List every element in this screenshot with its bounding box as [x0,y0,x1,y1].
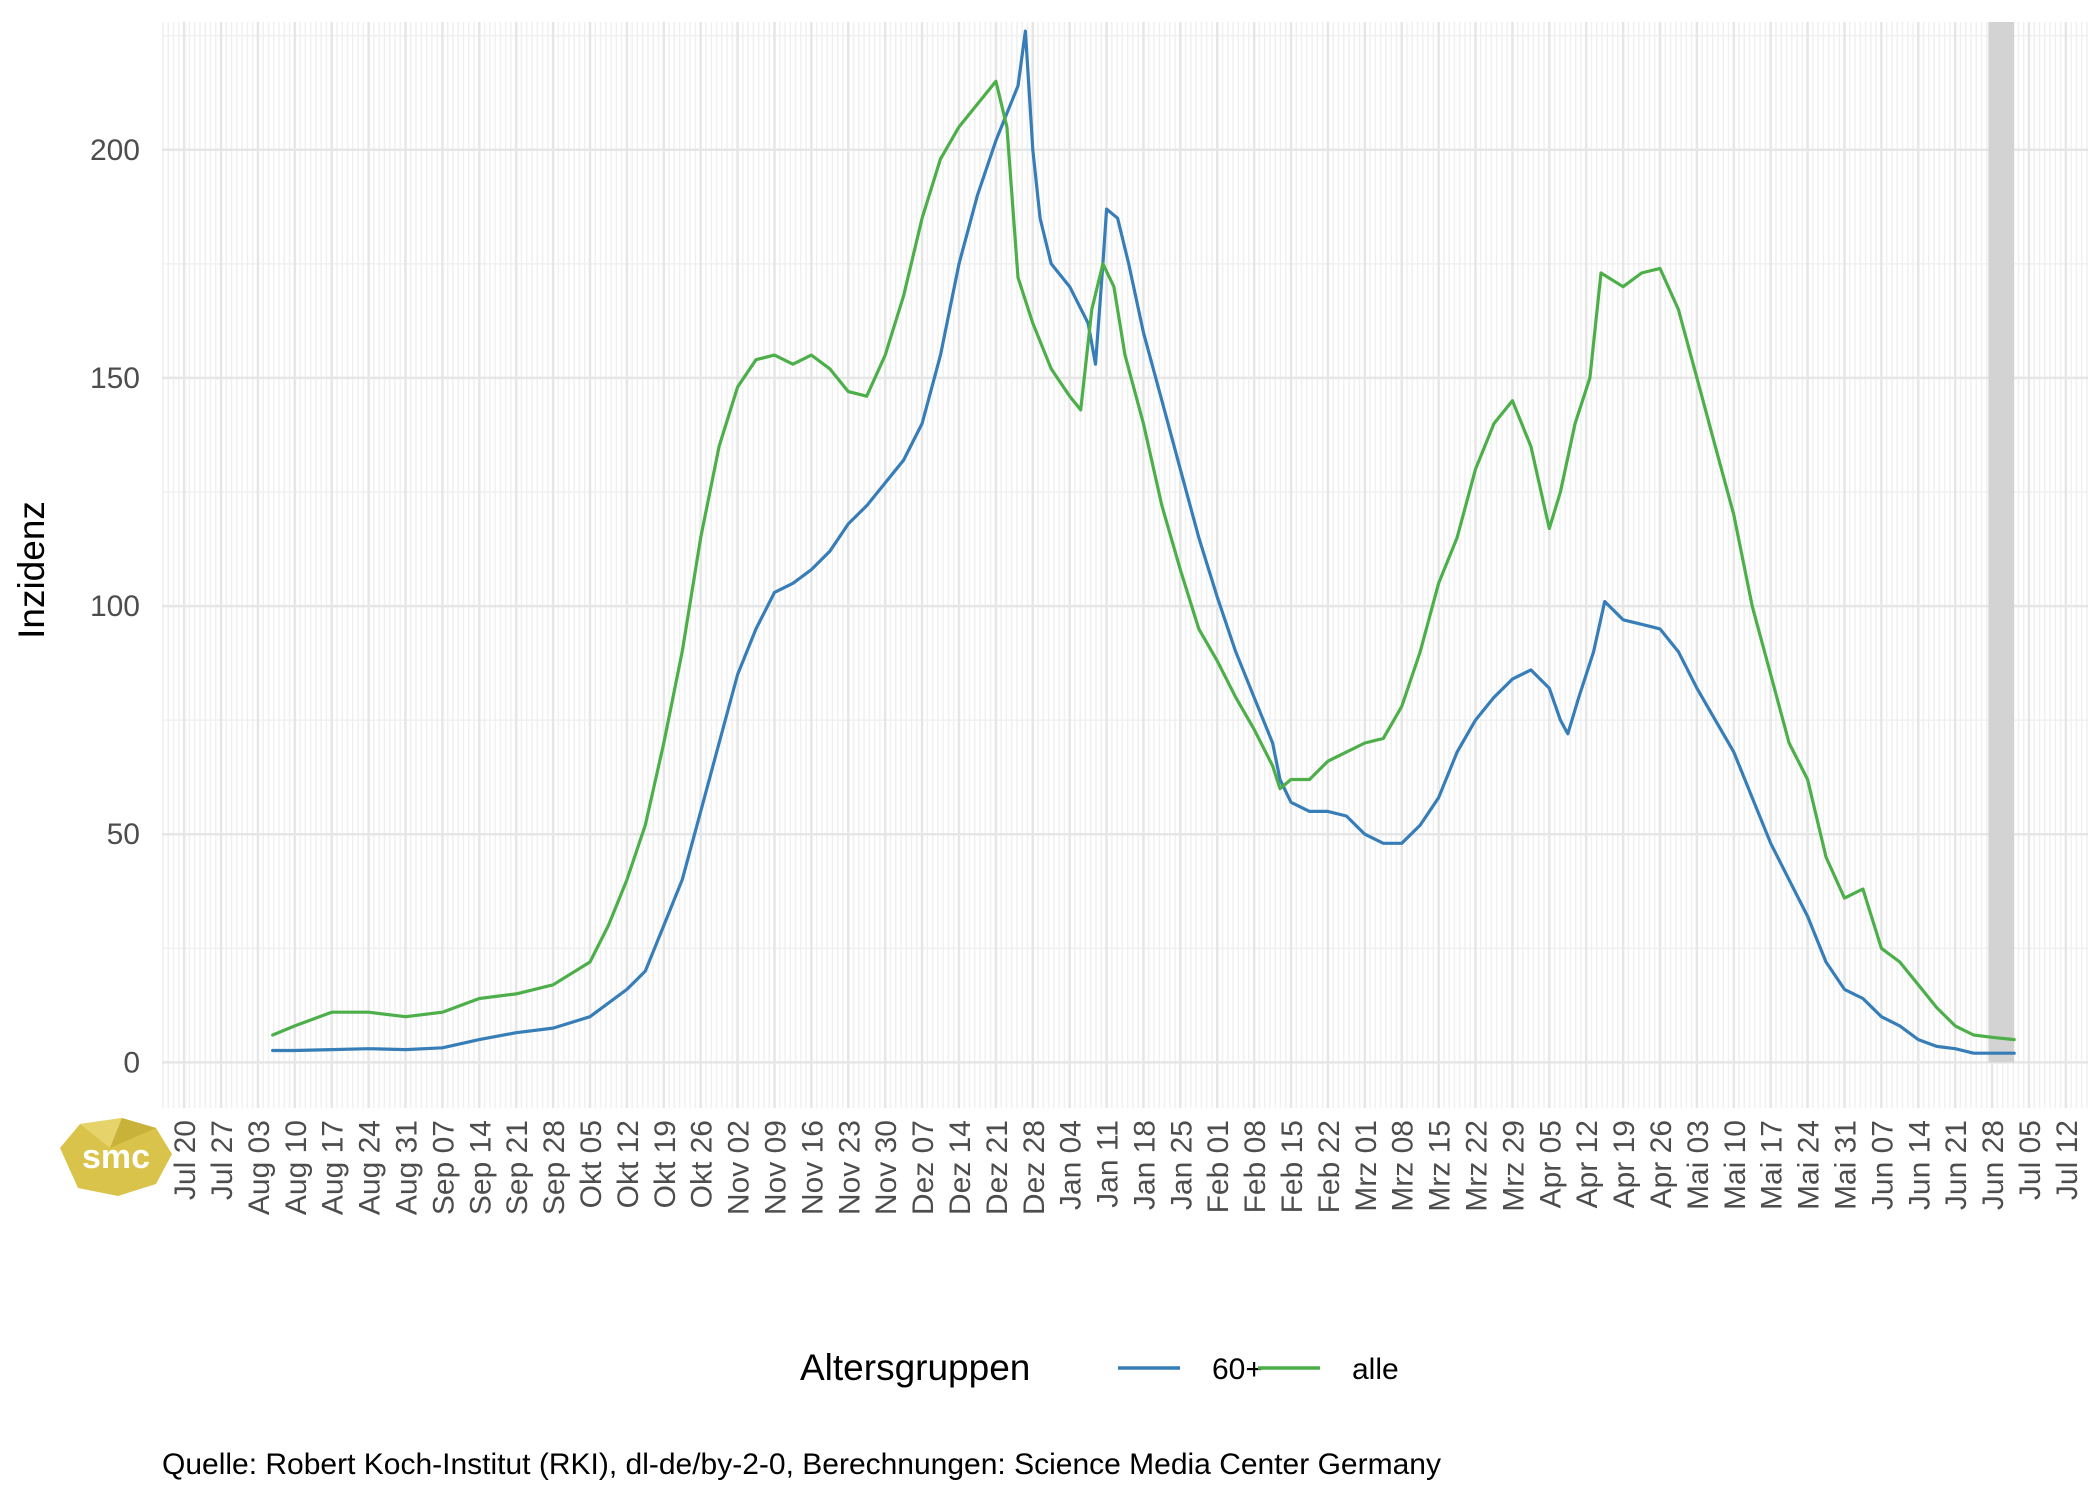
x-tick-label: Jan 11 [1092,1120,1125,1208]
x-tick-label: Mrz 01 [1350,1120,1383,1212]
legend-label: alle [1352,1353,1399,1386]
x-tick-label: Jun 07 [1866,1120,1899,1210]
major-grid [162,22,2088,1108]
x-tick-label: Okt 19 [649,1120,682,1208]
series-layer [271,29,2016,1055]
y-axis-ticks: 0 50 100 150 200 [90,134,140,1080]
x-tick-label: Sep 28 [538,1120,571,1215]
smc-logo: smc [60,1118,172,1196]
x-tick-label: Sep 21 [501,1120,534,1215]
x-tick-label: Jan 25 [1165,1120,1198,1210]
legend-title: Altersgruppen [800,1347,1030,1388]
x-tick-label: Aug 31 [391,1120,424,1215]
x-tick-label: Nov 02 [723,1120,756,1215]
x-tick-label: Mrz 22 [1461,1120,1494,1212]
minor-grid [162,22,2088,1108]
y-tick-label: 100 [90,590,140,623]
x-tick-label: Dez 07 [907,1120,940,1215]
x-tick-label: Jan 04 [1055,1120,1088,1210]
x-tick-label: Jun 28 [1977,1120,2010,1210]
x-tick-label: Jul 12 [2051,1120,2084,1200]
x-tick-label: Feb 01 [1202,1120,1235,1213]
x-tick-label: Mai 24 [1793,1120,1826,1210]
legend-label: 60+ [1212,1353,1263,1386]
highlight-band [1988,22,2015,1063]
x-tick-label: Feb 08 [1239,1120,1272,1213]
x-tick-label: Jul 27 [206,1120,239,1200]
x-tick-label: Jul 05 [2014,1120,2047,1200]
x-tick-label: Apr 05 [1534,1120,1567,1208]
x-tick-label: Mai 03 [1682,1120,1715,1210]
x-axis-ticks: Jul 20 Jul 27 Aug 03 Aug 10 Aug 17 Aug 24 Aug … [169,1120,2084,1215]
x-tick-label: Okt 26 [686,1120,719,1208]
caption: Quelle: Robert Koch-Institut (RKI), dl-d… [162,1448,1441,1481]
y-tick-label: 150 [90,362,140,395]
x-tick-label: Dez 14 [944,1120,977,1215]
series-line-sixty-plus [271,29,2016,1055]
x-tick-label: Jan 18 [1128,1120,1161,1210]
x-tick-label: Mrz 15 [1424,1120,1457,1212]
x-tick-label: Okt 12 [612,1120,645,1208]
y-tick-label: 200 [90,134,140,167]
y-tick-label: 0 [123,1046,140,1079]
x-tick-label: Mai 31 [1829,1120,1862,1210]
x-tick-label: Apr 19 [1608,1120,1641,1208]
x-tick-label: Mai 10 [1719,1120,1752,1210]
x-tick-label: Dez 21 [981,1120,1014,1215]
x-tick-label: Nov 23 [833,1120,866,1215]
y-tick-label: 50 [107,818,140,851]
x-tick-label: Apr 26 [1645,1120,1678,1208]
logo-text: smc [82,1138,150,1176]
x-tick-label: Sep 07 [427,1120,460,1215]
x-tick-label: Nov 30 [870,1120,903,1215]
x-tick-label: Nov 09 [759,1120,792,1215]
x-tick-label: Dez 28 [1018,1120,1051,1215]
x-tick-label: Apr 12 [1571,1120,1604,1208]
x-tick-label: Okt 05 [575,1120,608,1208]
x-tick-label: Jun 14 [1903,1120,1936,1210]
x-tick-label: Mai 17 [1756,1120,1789,1210]
x-tick-label: Jun 21 [1940,1120,1973,1210]
legend: Altersgruppen 60+ alle [800,1347,1399,1388]
series-line-alle [271,79,2016,1042]
legend-items: 60+ alle [1118,1353,1399,1386]
x-tick-label: Aug 17 [317,1120,350,1215]
x-tick-label: Feb 15 [1276,1120,1309,1213]
x-tick-label: Mrz 08 [1387,1120,1420,1212]
x-tick-label: Feb 22 [1313,1120,1346,1213]
x-tick-label: Nov 16 [796,1120,829,1215]
y-axis-title: Inzidenz [11,501,52,639]
x-tick-label: Sep 14 [464,1120,497,1215]
x-tick-label: Aug 24 [354,1120,387,1215]
x-tick-label: Aug 03 [243,1120,276,1215]
x-tick-label: Aug 10 [280,1120,313,1215]
x-tick-label: Mrz 29 [1497,1120,1530,1212]
x-tick-label: Jul 20 [169,1120,202,1200]
